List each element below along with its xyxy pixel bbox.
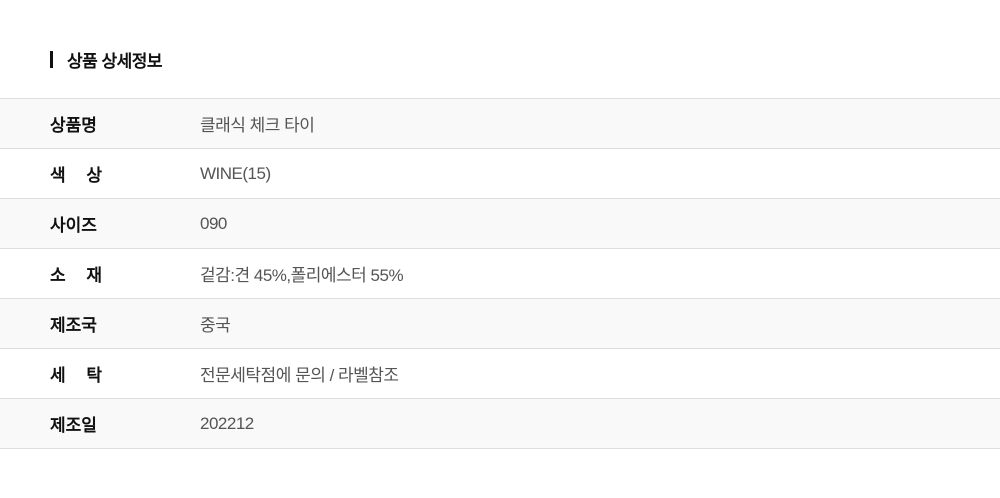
row-label: 제조국: [50, 316, 97, 335]
row-value: 202212: [200, 413, 254, 433]
row-value: 겉감:견 45%,폴리에스터 55%: [200, 266, 404, 285]
row-label: 세 탁: [50, 366, 102, 385]
table-row-washing: 세 탁 전문세탁점에 문의 / 라벨참조: [0, 349, 1000, 399]
row-label: 상품명: [50, 116, 97, 135]
row-label: 색 상: [50, 166, 102, 185]
product-detail-table: 상품명 클래식 체크 타이 색 상 WINE(15) 사이즈 090 소 재 겉…: [0, 98, 1000, 449]
table-row-product-name: 상품명 클래식 체크 타이: [0, 99, 1000, 149]
row-label: 소 재: [50, 266, 102, 285]
row-value: 클래식 체크 타이: [200, 116, 315, 135]
row-label: 제조일: [50, 416, 97, 435]
section-title: 상품 상세정보: [67, 51, 163, 71]
table-row-size: 사이즈 090: [0, 199, 1000, 249]
table-row-manufacture-date: 제조일 202212: [0, 399, 1000, 449]
title-accent-bar: [50, 50, 53, 68]
row-label: 사이즈: [50, 216, 97, 235]
row-value: 전문세탁점에 문의 / 라벨참조: [200, 366, 399, 385]
table-row-country: 제조국 중국: [0, 299, 1000, 349]
row-value: WINE(15): [200, 163, 271, 183]
table-row-material: 소 재 겉감:견 45%,폴리에스터 55%: [0, 249, 1000, 299]
section-header: 상품 상세정보: [50, 48, 163, 71]
row-value: 중국: [200, 316, 231, 335]
row-value: 090: [200, 213, 227, 233]
table-row-color: 색 상 WINE(15): [0, 149, 1000, 199]
